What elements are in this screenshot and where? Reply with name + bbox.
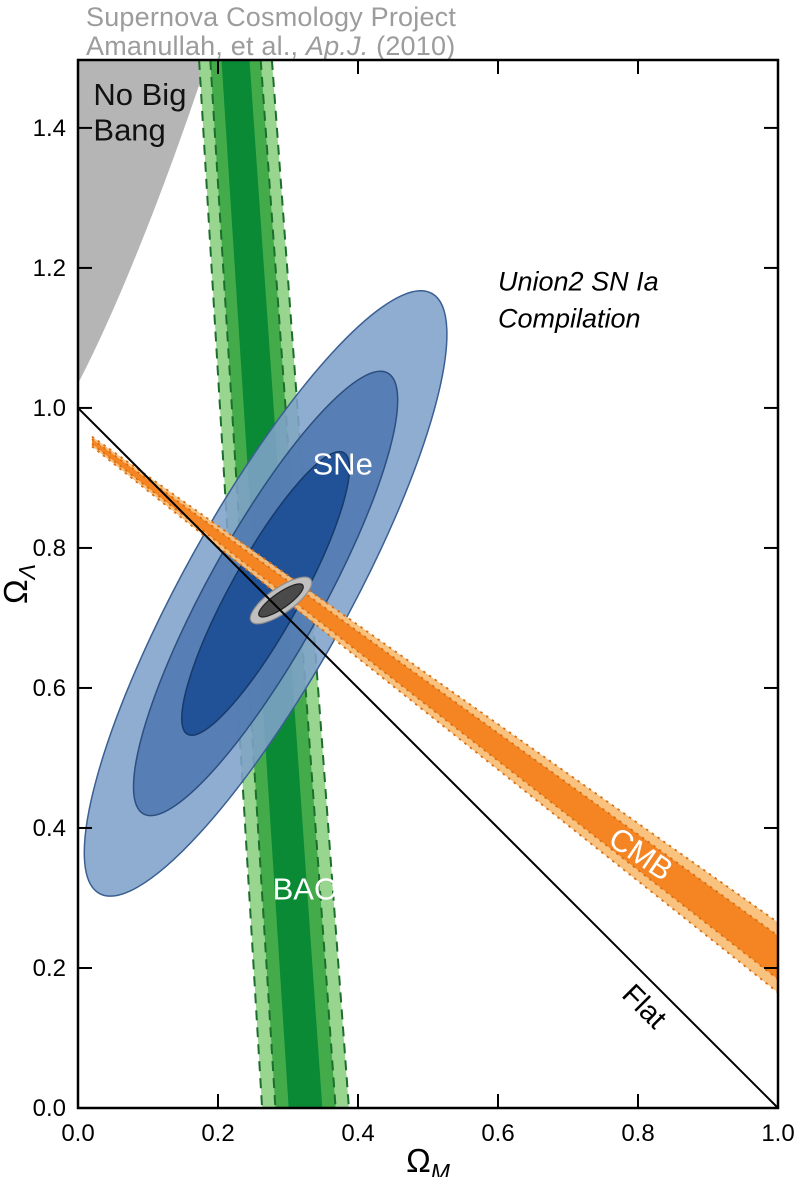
x-axis-label: ΩM — [406, 1142, 451, 1177]
cmb-contour-upper-2 — [91, 438, 779, 937]
bao-contour-left-1 — [198, 59, 264, 1109]
plot-frame — [76, 58, 780, 1110]
bao-contour-right-2 — [259, 59, 337, 1109]
annotation-bao: BAO — [273, 871, 338, 906]
caption-line2-prefix: Amanullah, et al., — [86, 31, 306, 61]
annotation-union2-sn-ia: Union2 SN Ia — [498, 266, 659, 296]
y-tick-label: 0.4 — [33, 815, 66, 842]
x-axis-label-subscript: M — [431, 1159, 451, 1177]
x-axis-label-main: Ω — [406, 1142, 431, 1177]
flat-universe-line — [77, 407, 779, 1109]
caption-line2-suffix: (2010) — [368, 31, 456, 61]
y-tick-label: 0.2 — [33, 955, 66, 982]
sne-contour-level3 — [181, 450, 351, 737]
caption-line2-journal: Ap.J. — [305, 31, 369, 61]
y-tick-label: 0.0 — [33, 1095, 66, 1122]
caption-line1: Supernova Cosmology Project — [86, 2, 457, 32]
y-tick-label: 1.2 — [33, 255, 66, 282]
y-tick-label: 1.4 — [33, 115, 66, 142]
y-tick-label: 1.0 — [33, 395, 66, 422]
x-tick-label: 0.4 — [341, 1120, 374, 1147]
y-tick-label: 0.8 — [33, 535, 66, 562]
y-tick-label: 0.6 — [33, 675, 66, 702]
x-tick-label: 0.0 — [61, 1120, 94, 1147]
x-tick-label: 0.8 — [621, 1120, 654, 1147]
y-axis-label-main: Ω — [0, 579, 34, 604]
annotation-bang: Bang — [93, 113, 165, 148]
cmb-contour-lower-2 — [91, 443, 779, 980]
x-tick-label: 1.0 — [761, 1120, 794, 1147]
combined-contour-level2 — [258, 583, 304, 618]
annotation-no-big: No Big — [93, 77, 186, 112]
y-axis-label-subscript: Λ — [14, 564, 40, 581]
bao-contour-left-2 — [209, 59, 277, 1109]
y-axis-label: ΩΛ — [0, 564, 40, 604]
bao-contour-right-1 — [270, 59, 350, 1109]
figure-caption: Supernova Cosmology Project Amanullah, e… — [86, 3, 456, 61]
caption-line2: Amanullah, et al., Ap.J. (2010) — [86, 32, 456, 61]
no-big-bang-region — [78, 60, 208, 384]
x-tick-label: 0.6 — [481, 1120, 514, 1147]
annotation-sne: SNe — [313, 446, 373, 481]
annotation-compilation: Compilation — [498, 303, 641, 333]
x-tick-label: 0.2 — [201, 1120, 234, 1147]
cmb-band-level2 — [92, 439, 778, 980]
cmb-contour-upper-1 — [91, 435, 779, 924]
